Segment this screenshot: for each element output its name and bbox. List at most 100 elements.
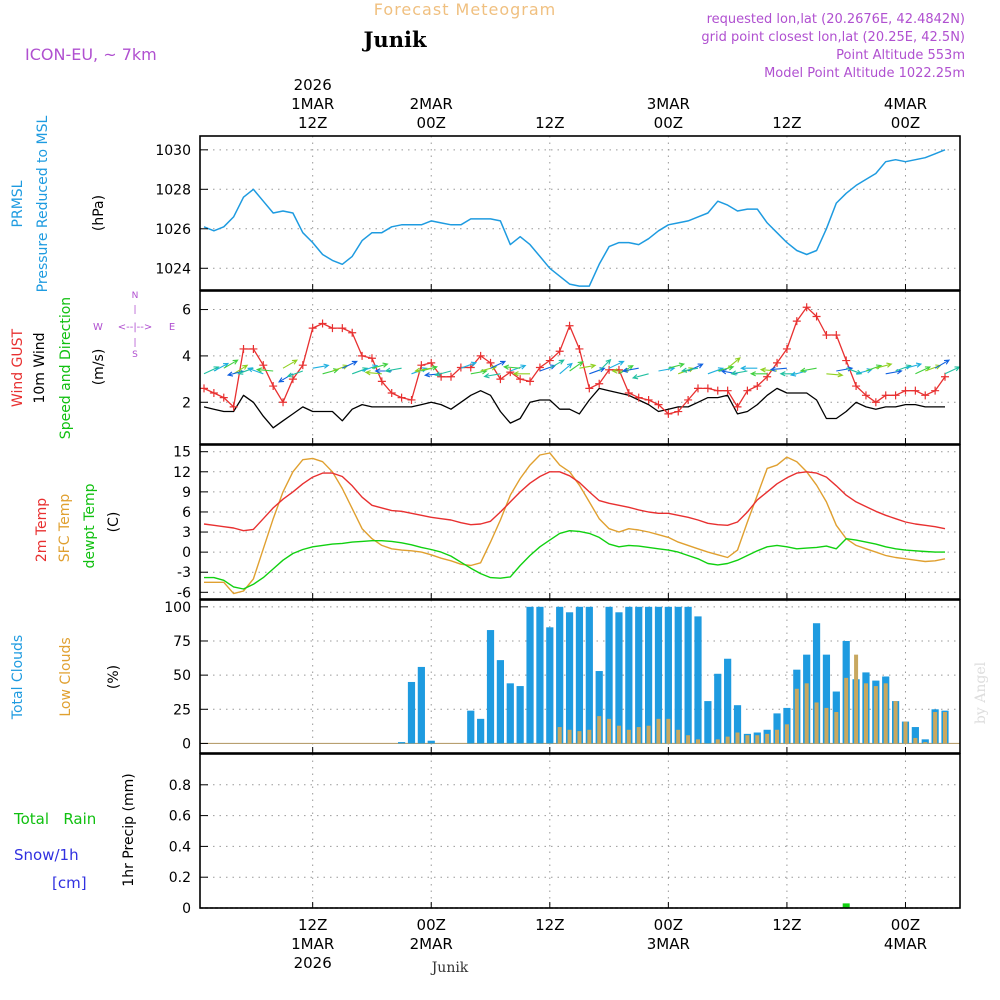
wind-direction-arrow bbox=[282, 359, 299, 369]
low-cloud-bar bbox=[686, 735, 691, 744]
gust-marker bbox=[585, 384, 594, 393]
compass-south: S bbox=[132, 350, 138, 360]
low-cloud-bar bbox=[834, 712, 839, 744]
gust-marker bbox=[723, 386, 732, 395]
total-cloud-bar bbox=[812, 623, 821, 744]
requested-coords: requested lon,lat (20.2676E, 42.4842N) bbox=[707, 12, 965, 27]
low-cloud-bar bbox=[666, 718, 671, 744]
wind-direction-arrow bbox=[374, 368, 392, 374]
total-cloud-bar bbox=[496, 660, 504, 744]
wind-direction-arrow bbox=[727, 357, 741, 369]
gust-marker bbox=[328, 324, 337, 333]
low-cloud-bar bbox=[646, 725, 651, 744]
location-title: Junik bbox=[362, 27, 427, 52]
ytick-label: 0.2 bbox=[169, 870, 191, 886]
wind-direction-arrow bbox=[460, 361, 478, 369]
ytick-label: 75 bbox=[173, 634, 191, 650]
ytick-label: -3 bbox=[177, 565, 191, 581]
wind-direction-arrow bbox=[480, 365, 498, 372]
low-cloud-bar bbox=[755, 735, 760, 744]
ytick-label: 6 bbox=[182, 303, 191, 319]
total-cloud-bar bbox=[585, 606, 593, 744]
ytick-label: 12 bbox=[173, 465, 191, 481]
gust-marker bbox=[881, 391, 890, 400]
ytick-label: 25 bbox=[173, 702, 191, 718]
gust-marker bbox=[575, 344, 584, 353]
gust-marker bbox=[239, 344, 248, 353]
snow-unit-label: [cm] bbox=[52, 874, 87, 892]
wind-direction-arrow bbox=[875, 362, 893, 369]
wind-direction-arrow bbox=[286, 370, 303, 378]
ytick-label: 15 bbox=[173, 445, 191, 461]
total-cloud-bar bbox=[714, 673, 722, 744]
wind-direction-arrow bbox=[631, 373, 649, 380]
gust-marker bbox=[773, 358, 782, 367]
total-cloud-bar bbox=[625, 606, 633, 744]
gust-marker bbox=[397, 393, 406, 402]
wind-direction-arrow bbox=[740, 365, 758, 371]
wind-direction-arrow bbox=[483, 373, 501, 379]
gust-marker bbox=[367, 354, 376, 363]
wind-side-labels: Wind GUST 10m Wind Speed and Direction (… bbox=[10, 291, 175, 439]
total-cloud-bar bbox=[546, 627, 554, 744]
time-label-top: 2MAR bbox=[410, 95, 453, 113]
time-label-top: 1MAR bbox=[291, 95, 334, 113]
precip-unit: 1hr Precip (mm) bbox=[121, 773, 137, 886]
wind-direction-arrow bbox=[371, 362, 389, 369]
low-cloud-bar bbox=[923, 742, 928, 744]
gust-marker bbox=[802, 303, 811, 312]
total-cloud-bar bbox=[704, 701, 712, 744]
low-cloud-bar bbox=[656, 718, 661, 744]
wind-direction-arrow bbox=[255, 367, 274, 373]
wind-direction-arrow bbox=[213, 362, 230, 372]
low-cloud-bar bbox=[626, 729, 631, 744]
low-cloud-bar bbox=[765, 733, 770, 744]
snow-label: Snow/1h bbox=[14, 846, 79, 864]
grid-layer bbox=[200, 136, 960, 909]
gust-marker bbox=[792, 317, 801, 326]
low-cloud-bar bbox=[814, 702, 819, 744]
total-cloud-bar bbox=[595, 671, 603, 744]
pressure-side-labels: PRMSL Pressure Reduced to MSL (hPa) bbox=[10, 115, 107, 292]
ytick-label: 0 bbox=[182, 736, 191, 752]
low-cloud-bar bbox=[844, 677, 849, 744]
gust-marker bbox=[427, 358, 436, 367]
low-cloud-bar bbox=[775, 729, 780, 744]
gust-marker bbox=[219, 393, 228, 402]
gust-marker bbox=[901, 386, 910, 395]
gust-marker bbox=[249, 344, 258, 353]
total-cloud-bar bbox=[486, 630, 495, 744]
wind-direction-arrow bbox=[598, 358, 612, 372]
gust-marker bbox=[506, 368, 515, 377]
gust-marker bbox=[259, 361, 268, 370]
total-cloud-bar bbox=[398, 742, 406, 744]
precip-side-labels: Total Rain Snow/1h [cm] 1hr Precip (mm) bbox=[13, 773, 137, 892]
gust-marker bbox=[358, 351, 367, 360]
chart-title: Forecast Meteogram bbox=[374, 0, 556, 19]
gust-marker bbox=[941, 372, 949, 381]
ytick-label: 2 bbox=[182, 395, 191, 411]
wind-direction-arrow bbox=[934, 359, 951, 369]
wind-direction-arrow bbox=[384, 367, 402, 373]
temp-2m-line bbox=[203, 471, 946, 532]
low-clouds-label: Low Clouds bbox=[58, 637, 74, 716]
gust-marker bbox=[634, 393, 643, 402]
time-label-top: 12Z bbox=[772, 114, 801, 132]
gust-marker bbox=[417, 361, 426, 370]
time-label-bottom: 1MAR bbox=[291, 935, 334, 953]
time-label-bottom: 3MAR bbox=[647, 935, 690, 953]
time-label-bottom: 00Z bbox=[417, 916, 446, 934]
gust-marker bbox=[545, 356, 554, 365]
total-cloud-bar bbox=[694, 616, 702, 744]
low-cloud-bar bbox=[597, 716, 602, 744]
low-cloud-bar bbox=[824, 707, 829, 744]
frame-layer bbox=[199, 135, 961, 909]
gust-marker bbox=[812, 312, 821, 321]
gust-marker bbox=[921, 391, 930, 400]
time-label-bottom: 12Z bbox=[772, 916, 801, 934]
low-cloud-bar bbox=[587, 729, 592, 744]
credit-label: by Angel bbox=[973, 661, 989, 724]
total-cloud-bar bbox=[417, 666, 425, 744]
ytick-label: 4 bbox=[182, 349, 191, 365]
low-cloud-bar bbox=[676, 729, 681, 744]
